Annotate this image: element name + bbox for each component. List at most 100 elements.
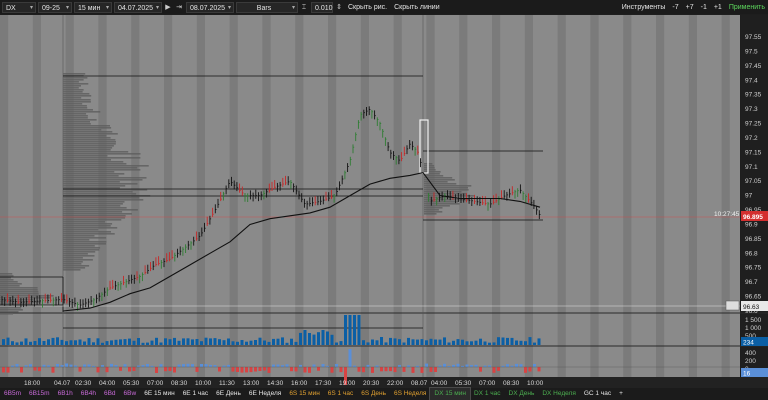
volume-profile-bar [0, 279, 14, 281]
contract-select[interactable]: 09-25 [38, 1, 72, 14]
minus7-button[interactable]: -7 [672, 3, 679, 11]
delta-bar [168, 367, 172, 371]
volume-profile-bar [63, 85, 81, 87]
tick-stepper-icon[interactable]: ⇕ [336, 3, 342, 11]
volume-profile-bar [424, 185, 472, 187]
hide-drawings-button[interactable]: Скрыть рис. [348, 3, 388, 11]
volume-profile-bar [63, 257, 83, 259]
timeframe-select[interactable]: 15 мин [74, 1, 112, 14]
delta-bar [474, 364, 478, 367]
volume-profile-bar [424, 191, 462, 193]
volume-bar [393, 338, 397, 345]
delta-bar [47, 365, 50, 367]
delta-bar [6, 367, 10, 373]
date-from-field[interactable]: 04.07.2025 [114, 1, 162, 14]
plus7-button[interactable]: +7 [685, 3, 694, 11]
volume-bar [461, 339, 464, 345]
volume-profile-bar [424, 203, 460, 205]
volume-profile-bar [0, 285, 20, 287]
magnet-icon[interactable]: ⌶ [301, 3, 307, 11]
chart-tab[interactable]: GC 1 час [583, 390, 612, 397]
delta-bar [537, 367, 541, 372]
chart-tab[interactable]: DX День [508, 390, 535, 397]
volume-bar [74, 340, 77, 345]
chart-tab[interactable]: 6E Неделя [248, 390, 282, 397]
hide-lines-button[interactable]: Скрыть линии [394, 3, 440, 11]
price-tick-label: 96.6 [745, 308, 758, 315]
chart-tab[interactable]: DX 15 мин [429, 387, 471, 400]
volume-bar [6, 337, 10, 345]
symbol-select[interactable]: DX [2, 1, 36, 14]
lock-icon[interactable] [725, 300, 740, 311]
delta-bar [416, 365, 419, 367]
tools-button[interactable]: Инструменты [621, 3, 666, 11]
delta-bar [389, 367, 392, 372]
chart-type-select[interactable]: Bars [236, 1, 298, 14]
chart-area[interactable]: 97.55 97.5 97.45 97.4 97.35 97.3 97.25 97.2 97.1… [0, 15, 768, 400]
chart-tab[interactable]: DX 1 час [473, 390, 501, 397]
play-icon[interactable]: ▶ [165, 3, 171, 11]
chart-tab[interactable]: 6E День [216, 390, 241, 397]
volume-profile-bar [63, 143, 116, 145]
volume-profile-bar [0, 277, 11, 279]
volume-profile-bar [63, 87, 79, 89]
chart-tab[interactable]: 6B1h [57, 390, 73, 397]
volume-profile-bar [0, 287, 38, 289]
volume-profile-bar [63, 199, 144, 201]
volume-bar [434, 339, 437, 345]
volume-bar [411, 339, 415, 345]
chart-tab[interactable]: 6S 15 мин [289, 390, 320, 397]
chart-tab[interactable]: 6S Неделя [393, 390, 427, 397]
volume-profile-bar [63, 149, 111, 151]
chart-tab[interactable]: 6Bw [123, 390, 137, 397]
chart-tab[interactable]: 6S День [361, 390, 386, 397]
volume-profile-bar [424, 183, 457, 185]
chart-tabs: 6B5m 6B15m 6B1h 6B4h 6Bd 6Bw 6E 15 мин 6E 1 час… [0, 387, 768, 400]
tick-size-field[interactable]: 0.010 [311, 1, 333, 13]
chart-tab[interactable]: 6B4h [80, 390, 96, 397]
chart-tab[interactable]: 6B15m [28, 390, 50, 397]
chart-tab[interactable]: 6E 1 час [182, 390, 209, 397]
volume-profile-bar [63, 217, 126, 219]
delta-bar [11, 365, 14, 367]
volume-bar [362, 340, 365, 345]
delta-current-badge [741, 368, 768, 377]
volume-bar [209, 338, 212, 345]
price-tick-label: 97.1 [745, 164, 758, 171]
delta-tick-label: 200 [745, 358, 756, 365]
drawn-rectangle[interactable] [419, 119, 429, 174]
chart-tab[interactable]: 6E 15 мин [144, 390, 175, 397]
volume-bar [123, 339, 127, 345]
volume-tick-label: 500 [745, 333, 756, 340]
volume-profile-bar [63, 265, 90, 267]
volume-profile-bar [63, 229, 99, 231]
delta-bar [231, 367, 235, 372]
minus1-button[interactable]: -1 [700, 3, 707, 11]
volume-profile-bar [63, 237, 107, 239]
volume-bar [186, 338, 190, 345]
chart-tab[interactable]: DX Неделя [542, 390, 576, 397]
delta-bar [182, 364, 185, 367]
volume-bar [519, 340, 523, 345]
chart-tab[interactable]: 6Bd [103, 390, 116, 397]
delta-bar [483, 365, 487, 367]
volume-profile-bar [0, 309, 23, 311]
volume-profile-bar [424, 213, 437, 215]
delta-bar [141, 365, 145, 367]
volume-bar [42, 341, 46, 345]
volume-bar [380, 337, 383, 345]
volume-bar [384, 342, 388, 345]
delta-bar [443, 363, 446, 367]
chart-tab[interactable]: 6B5m [4, 390, 21, 397]
delta-bar [74, 365, 77, 367]
date-to-field[interactable]: 08.07.2025 [186, 1, 234, 14]
volume-bar [173, 337, 176, 345]
plus1-button[interactable]: +1 [713, 3, 722, 11]
delta-bar [128, 367, 131, 372]
delta-bar [353, 365, 356, 367]
chart-tab[interactable]: 6S 1 час [327, 390, 354, 397]
jump-end-icon[interactable]: ⇥ [176, 3, 182, 11]
apply-button[interactable]: Применить [728, 3, 765, 11]
volume-profile-bar [63, 221, 105, 223]
add-tab-button[interactable]: + [619, 390, 623, 397]
